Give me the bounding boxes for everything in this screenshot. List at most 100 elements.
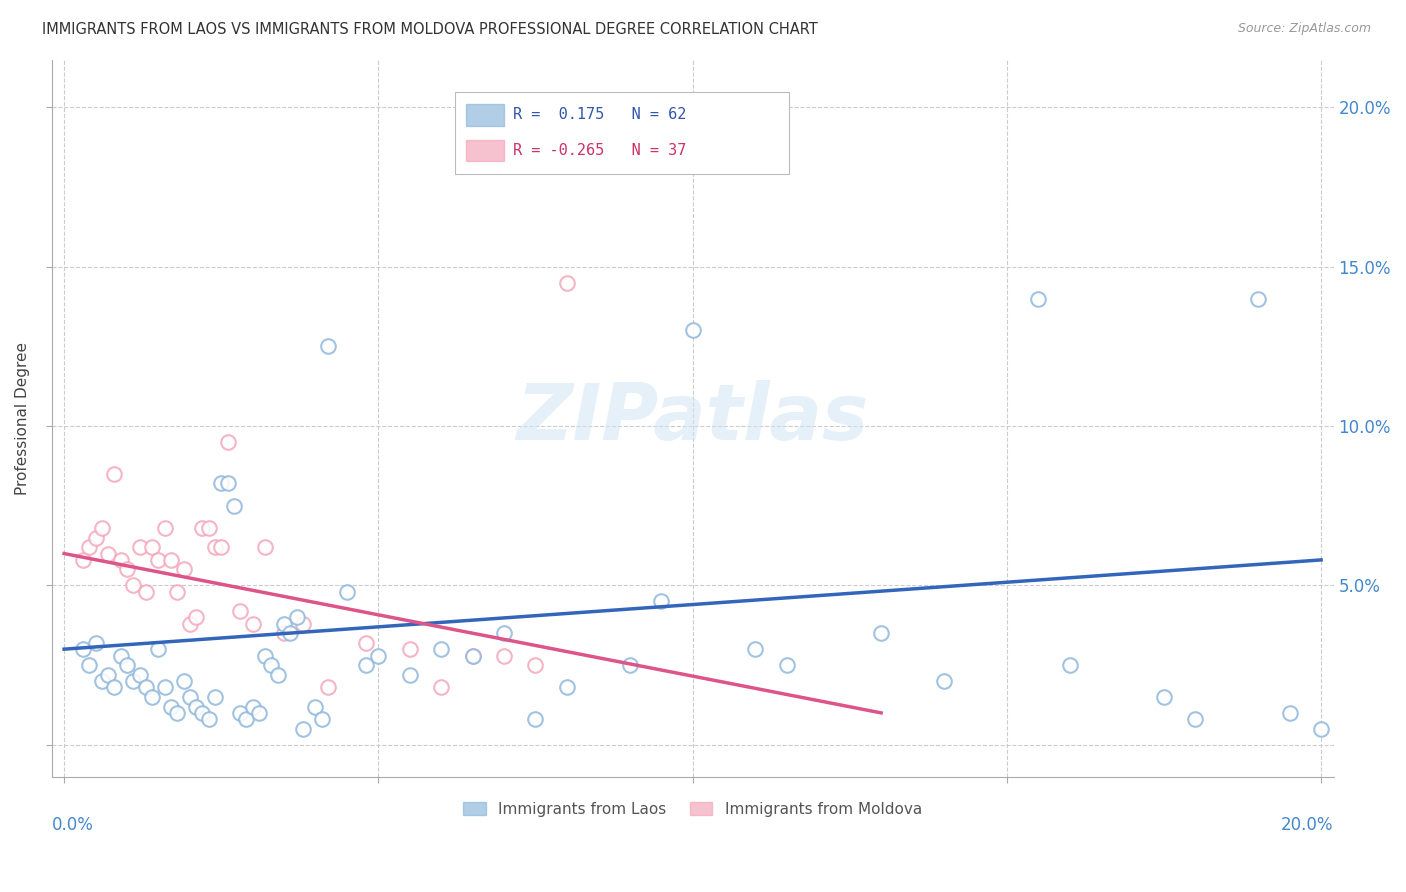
Point [280, 626, 302, 640]
Point [235, 712, 257, 726]
Point [1026, 292, 1049, 306]
Point [209, 476, 232, 491]
Point [179, 616, 201, 631]
Point [461, 648, 484, 663]
Point [367, 648, 389, 663]
Point [291, 616, 314, 631]
Point [254, 540, 277, 554]
Point [1153, 690, 1175, 704]
Point [77, 658, 100, 673]
Point [336, 584, 359, 599]
Point [555, 276, 578, 290]
Point [461, 648, 484, 663]
Point [398, 642, 420, 657]
Point [148, 553, 170, 567]
Point [217, 435, 239, 450]
Point [229, 604, 252, 618]
Point [650, 594, 672, 608]
Point [110, 553, 132, 567]
Point [153, 681, 176, 695]
Point [110, 648, 132, 663]
Point [97, 547, 120, 561]
Point [932, 673, 955, 688]
Point [744, 642, 766, 657]
Point [166, 706, 188, 720]
Point [492, 648, 515, 663]
Point [398, 667, 420, 681]
Point [304, 699, 326, 714]
Point [166, 584, 188, 599]
Point [191, 521, 214, 535]
Bar [465, 104, 505, 126]
Point [148, 642, 170, 657]
Point [209, 540, 232, 554]
Point [222, 499, 245, 513]
Point [103, 467, 125, 481]
Text: 20.0%: 20.0% [1281, 816, 1334, 834]
Point [260, 658, 283, 673]
Point [72, 553, 94, 567]
Point [90, 673, 112, 688]
Point [204, 690, 226, 704]
Point [555, 681, 578, 695]
Point [122, 578, 145, 592]
Point [316, 681, 339, 695]
Text: 0.0%: 0.0% [52, 816, 93, 834]
Point [128, 667, 150, 681]
Text: IMMIGRANTS FROM LAOS VS IMMIGRANTS FROM MOLDOVA PROFESSIONAL DEGREE CORRELATION : IMMIGRANTS FROM LAOS VS IMMIGRANTS FROM … [42, 22, 818, 37]
Y-axis label: Professional Degree: Professional Degree [15, 342, 30, 494]
Point [254, 648, 277, 663]
Point [682, 323, 704, 337]
Point [141, 540, 163, 554]
Point [267, 667, 290, 681]
Point [197, 712, 219, 726]
Point [90, 521, 112, 535]
Point [135, 584, 157, 599]
Point [160, 699, 183, 714]
Point [1278, 706, 1301, 720]
Point [316, 339, 339, 353]
Point [122, 673, 145, 688]
Point [153, 521, 176, 535]
Point [430, 642, 453, 657]
Point [524, 712, 547, 726]
Text: R =  0.175   N = 62: R = 0.175 N = 62 [513, 107, 686, 122]
Point [184, 699, 207, 714]
Point [179, 690, 201, 704]
Point [273, 626, 295, 640]
Legend: Immigrants from Laos, Immigrants from Moldova: Immigrants from Laos, Immigrants from Mo… [457, 796, 928, 822]
Text: ZIPatlas: ZIPatlas [516, 380, 869, 456]
Point [273, 616, 295, 631]
Point [776, 658, 799, 673]
Point [160, 553, 183, 567]
Point [291, 722, 314, 736]
Text: R = -0.265   N = 37: R = -0.265 N = 37 [513, 143, 686, 158]
Point [285, 610, 308, 624]
Point [1184, 712, 1206, 726]
Point [354, 658, 377, 673]
Point [173, 562, 195, 576]
Point [524, 658, 547, 673]
Point [217, 476, 239, 491]
Point [247, 706, 270, 720]
Point [242, 616, 264, 631]
Point [135, 681, 157, 695]
Point [242, 699, 264, 714]
FancyBboxPatch shape [456, 92, 789, 174]
Point [492, 626, 515, 640]
Point [870, 626, 893, 640]
Point [619, 658, 641, 673]
Point [84, 636, 107, 650]
Point [204, 540, 226, 554]
Point [173, 673, 195, 688]
Point [115, 658, 138, 673]
Point [1059, 658, 1081, 673]
Point [430, 681, 453, 695]
Point [1247, 292, 1270, 306]
Point [229, 706, 252, 720]
Point [354, 636, 377, 650]
Point [191, 706, 214, 720]
Point [72, 642, 94, 657]
Point [1310, 722, 1333, 736]
Point [311, 712, 333, 726]
